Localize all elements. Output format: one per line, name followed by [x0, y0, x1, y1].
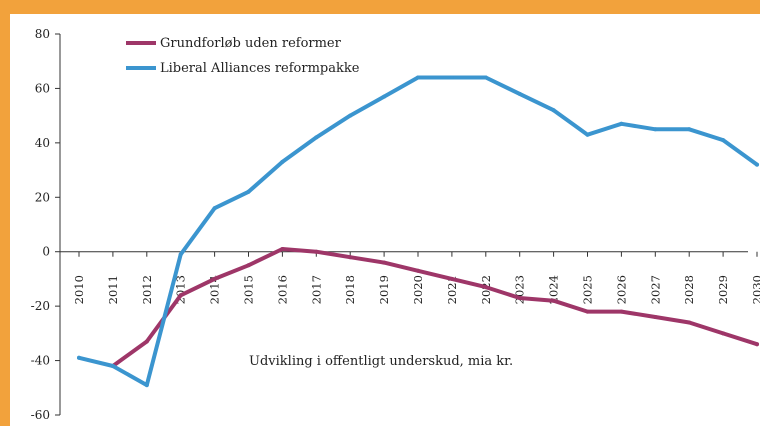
data-point [517, 296, 522, 300]
data-point [517, 91, 522, 96]
y-tick-label: -60 [31, 408, 50, 422]
data-point [449, 75, 454, 80]
data-point [144, 339, 149, 344]
x-tick-label: 2029 [716, 275, 730, 304]
data-point [246, 263, 251, 268]
data-point [382, 94, 387, 99]
data-point [653, 127, 658, 132]
series-line-grundforloeb [110, 247, 759, 368]
data-point [551, 108, 556, 113]
legend-label-liberal-alliance: Liberal Alliances reformpakke [160, 61, 360, 76]
data-point [280, 159, 285, 164]
legend: Grundforløb uden reformer Liberal Allian… [126, 36, 360, 76]
data-point [721, 331, 726, 336]
x-tick-label: 2021 [445, 275, 459, 304]
data-point [416, 268, 420, 273]
data-point [755, 342, 759, 347]
data-point [416, 75, 420, 80]
y-tick-label: -40 [31, 354, 50, 368]
data-point [212, 206, 217, 211]
x-tick-label: 2019 [377, 275, 391, 304]
data-point [382, 260, 387, 265]
data-point [314, 249, 319, 254]
x-tick-label: 2030 [750, 275, 760, 304]
series-line-liberal-alliance [77, 75, 759, 388]
x-tick-label: 2015 [242, 275, 256, 304]
y-tick-label: 0 [42, 245, 50, 259]
y-tick-label: 20 [35, 190, 50, 204]
x-tick-label: 2017 [309, 275, 323, 304]
data-point [348, 255, 353, 260]
data-point [755, 162, 759, 167]
data-point [687, 127, 692, 132]
data-point [212, 276, 217, 281]
data-point [77, 355, 81, 360]
data-point [619, 309, 624, 314]
y-tick-label: 60 [35, 81, 50, 95]
data-point [110, 364, 115, 368]
data-point [687, 320, 692, 325]
data-point [178, 252, 183, 257]
x-tick-label: 2011 [106, 275, 120, 304]
x-tick-label: 2010 [72, 275, 86, 304]
data-point [144, 383, 149, 388]
data-point [721, 138, 726, 143]
x-tick-label: 2012 [140, 275, 154, 304]
legend-label-grundforloeb: Grundforløb uden reformer [160, 36, 342, 51]
x-tick-label: 2025 [581, 275, 595, 304]
data-point [483, 285, 488, 290]
series-layer [77, 75, 759, 388]
x-tick-label: 2016 [275, 275, 289, 304]
data-point [178, 293, 183, 298]
x-tick-label: 2026 [614, 275, 628, 304]
x-tick-label: 2027 [648, 275, 662, 304]
y-tick-label: 40 [35, 136, 50, 150]
data-point [653, 315, 658, 319]
data-point [483, 75, 488, 80]
data-point [449, 276, 454, 281]
data-point [551, 298, 556, 303]
x-tick-label: 2028 [682, 275, 696, 304]
y-tick-label: 80 [35, 27, 50, 41]
data-point [246, 189, 251, 194]
chart-frame: 80 60 40 20 0 -20 -40 -60 2010 2011 2012 2013 2014 20… [10, 14, 760, 426]
x-tick-label: 2018 [343, 275, 357, 304]
data-point [348, 113, 353, 118]
data-point [585, 309, 590, 314]
y-tick-label: -20 [31, 299, 50, 313]
data-point [314, 135, 319, 140]
data-point [585, 132, 590, 137]
x-tick-label: 2020 [411, 275, 425, 304]
x-tick-label: 2022 [479, 275, 493, 304]
x-tick-label: 2024 [547, 275, 561, 304]
data-point [280, 247, 285, 251]
data-point [619, 121, 624, 126]
chart-annotation: Udvikling i offentligt underskud, mia kr… [249, 354, 513, 369]
